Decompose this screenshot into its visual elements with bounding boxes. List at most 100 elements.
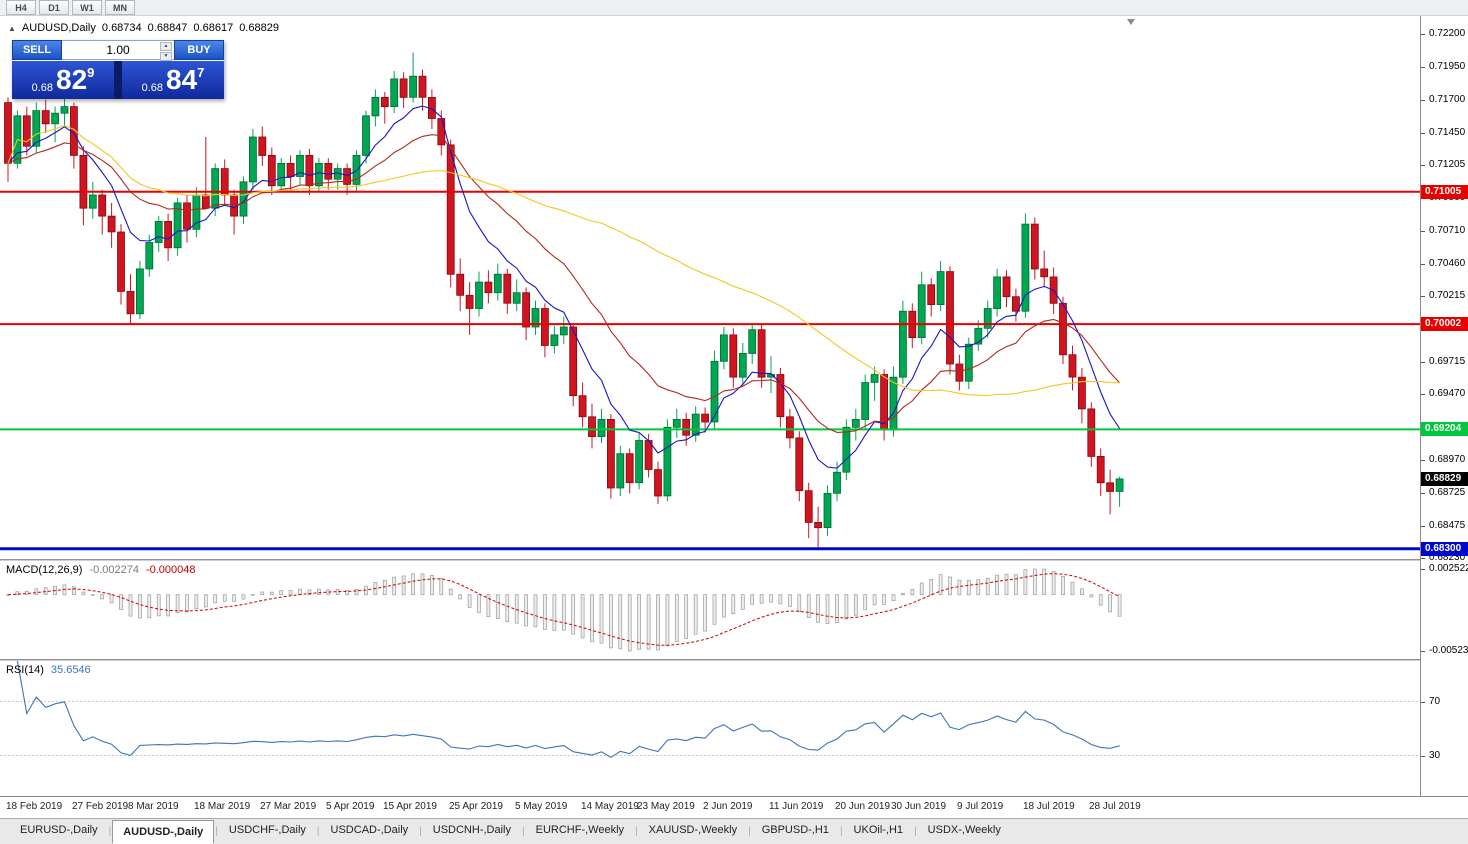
date-label: 25 Apr 2019: [449, 801, 503, 812]
date-label: 30 Jun 2019: [891, 801, 947, 812]
tab-separator: |: [522, 826, 525, 837]
timeframe-button-mn[interactable]: MN: [105, 0, 135, 15]
price-tick: 0.68475: [1420, 519, 1466, 531]
date-label: 11 Jun 2019: [769, 801, 824, 812]
date-label: 18 Jul 2019: [1023, 801, 1075, 812]
date-label: 23 May 2019: [637, 801, 695, 812]
date-label: 18 Feb 2019: [6, 801, 63, 812]
chart-tab-usdcnh-daily[interactable]: USDCNH-,Daily: [432, 824, 511, 836]
date-label: 5 May 2019: [515, 801, 568, 812]
sell-button[interactable]: SELL: [12, 40, 62, 60]
buy-price-big: 84: [166, 64, 198, 95]
indicator-scale-tick: 30: [1420, 749, 1441, 761]
sell-price-button[interactable]: 0.68 82 9: [12, 61, 114, 99]
tab-separator: |: [839, 826, 843, 837]
date-label: 2 Jun 2019: [703, 801, 753, 812]
sell-price-prefix: 0.68: [31, 82, 54, 94]
date-label: 28 Jul 2019: [1089, 801, 1141, 812]
ohlc-open: 0.68734: [101, 22, 142, 34]
ohlc-low: 0.68617: [193, 22, 234, 34]
price-tick: 0.70460: [1420, 257, 1466, 269]
hline-price-badge: 0.70002: [1421, 317, 1468, 332]
chart-tab-usdchf-daily[interactable]: USDCHF-,Daily: [228, 824, 306, 836]
date-label: 5 Apr 2019: [326, 801, 375, 812]
indicator-scale-tick: 70: [1420, 695, 1441, 707]
volume-down-icon[interactable]: ▼: [160, 52, 172, 61]
date-label: 8 Mar 2019: [128, 801, 179, 812]
candlestick-chart[interactable]: [0, 16, 1420, 559]
buy-button[interactable]: BUY: [174, 40, 224, 60]
date-label: 9 Jul 2019: [957, 801, 1004, 812]
rsi-pane[interactable]: RSI(14) 35.6546: [0, 661, 1420, 796]
chart-tab-eurusd-daily[interactable]: EURUSD-,Daily: [20, 824, 98, 836]
tab-separator: |: [635, 826, 638, 837]
chart-tab-audusd-daily[interactable]: AUDUSD-,Daily: [112, 820, 215, 844]
sell-price-big: 82: [56, 64, 88, 95]
rsi-label: RSI(14) 35.6546: [6, 664, 91, 676]
buy-price-sup: 7: [197, 65, 205, 80]
timeframe-toolbar: H4 D1 W1 MN: [0, 0, 1468, 16]
tab-separator: |: [419, 826, 422, 837]
date-label: 27 Feb 2019: [72, 801, 129, 812]
one-click-trading-widget: SELL 1.00 ▲ ▼ BUY 0.68 82 9 0.68 84 7: [12, 40, 224, 99]
sell-price-sup: 9: [87, 65, 95, 80]
date-label: 15 Apr 2019: [383, 801, 437, 812]
tab-separator: |: [914, 826, 917, 837]
price-tick: 0.68230: [1420, 552, 1466, 563]
buy-price-prefix: 0.68: [141, 82, 164, 94]
chart-tab-eurchf-weekly[interactable]: EURCHF-,Weekly: [535, 824, 625, 836]
price-chart-pane[interactable]: ▲ AUDUSD,Daily 0.68734 0.68847 0.68617 0…: [0, 16, 1420, 559]
chart-ohlc-header: ▲ AUDUSD,Daily 0.68734 0.68847 0.68617 0…: [8, 22, 279, 34]
ohlc-high: 0.68847: [147, 22, 188, 34]
price-tick: 0.71205: [1420, 159, 1466, 171]
macd-main-value: -0.002274: [89, 564, 139, 576]
macd-pane[interactable]: MACD(12,26,9) -0.002274 -0.000048: [0, 561, 1420, 659]
time-axis[interactable]: 18 Feb 2019 27 Feb 2019 8 Mar 2019 18 Mar 2…: [0, 796, 1468, 818]
hline-price-badge: 0.69204: [1421, 422, 1468, 437]
date-label: 18 Mar 2019: [194, 801, 251, 812]
tab-separator: |: [108, 826, 112, 837]
ohlc-close: 0.68829: [239, 22, 279, 34]
chart-tab-usdcad-daily[interactable]: USDCAD-,Daily: [330, 824, 409, 836]
timeframe-buttons: H4 D1 W1 MN: [6, 0, 138, 15]
one-click-collapse-icon[interactable]: ▲: [8, 23, 16, 33]
volume-up-icon[interactable]: ▲: [160, 42, 172, 51]
volume-spinner: ▲ ▼: [160, 42, 172, 61]
pane-divider[interactable]: [0, 559, 1468, 561]
price-tick: 0.68970: [1420, 454, 1466, 466]
date-label: 20 Jun 2019: [835, 801, 891, 812]
date-label: 27 Mar 2019: [260, 801, 317, 812]
timeframe-button-h4[interactable]: H4: [6, 0, 36, 15]
price-tick: 0.71950: [1420, 61, 1466, 72]
macd-signal-value: -0.000048: [145, 564, 196, 576]
price-tick: 0.69470: [1420, 388, 1466, 400]
volume-input[interactable]: 1.00 ▲ ▼: [62, 40, 174, 61]
price-tick: 0.70215: [1420, 290, 1466, 301]
chart-tab-xauusd-weekly[interactable]: XAUUSD-,Weekly: [648, 824, 738, 836]
current-price-badge: 0.68829: [1421, 471, 1468, 486]
macd-chart[interactable]: [0, 561, 1420, 659]
price-tick: 0.70710: [1420, 224, 1466, 236]
chart-tab-usdx-weekly[interactable]: USDX-,Weekly: [927, 824, 1001, 836]
chart-tab-ukoil-h1[interactable]: UKOil-,H1: [853, 824, 904, 836]
rsi-value: 35.6546: [50, 664, 91, 676]
date-label: 14 May 2019: [581, 801, 639, 812]
chart-tab-bar: EURUSD-,Daily | AUDUSD-,Daily | USDCHF-,Dail…: [0, 818, 1468, 844]
chart-tab-gbpusd-h1[interactable]: GBPUSD-,H1: [761, 824, 829, 836]
price-tick: 0.71450: [1420, 127, 1466, 138]
hline-price-badge: 0.71005: [1421, 184, 1468, 199]
rsi-chart[interactable]: [0, 661, 1420, 796]
price-tick: 0.71700: [1420, 94, 1466, 105]
timeframe-button-w1[interactable]: W1: [72, 0, 102, 15]
timeframe-button-d1[interactable]: D1: [39, 0, 69, 15]
price-scale[interactable]: 0.722000.719500.717000.714500.712050.709…: [1420, 16, 1468, 796]
pane-divider[interactable]: [0, 659, 1468, 661]
macd-label: MACD(12,26,9) -0.002274 -0.000048: [6, 564, 196, 576]
price-tick: 0.69715: [1420, 356, 1466, 367]
indicator-scale-tick: 0.002522: [1421, 563, 1468, 575]
volume-value: 1.00: [106, 43, 130, 57]
buy-price-button[interactable]: 0.68 84 7: [122, 61, 224, 99]
indicator-scale-tick: -0.005234: [1420, 645, 1468, 657]
tab-separator: |: [215, 826, 218, 837]
chart-shift-marker-icon[interactable]: [1127, 19, 1135, 25]
